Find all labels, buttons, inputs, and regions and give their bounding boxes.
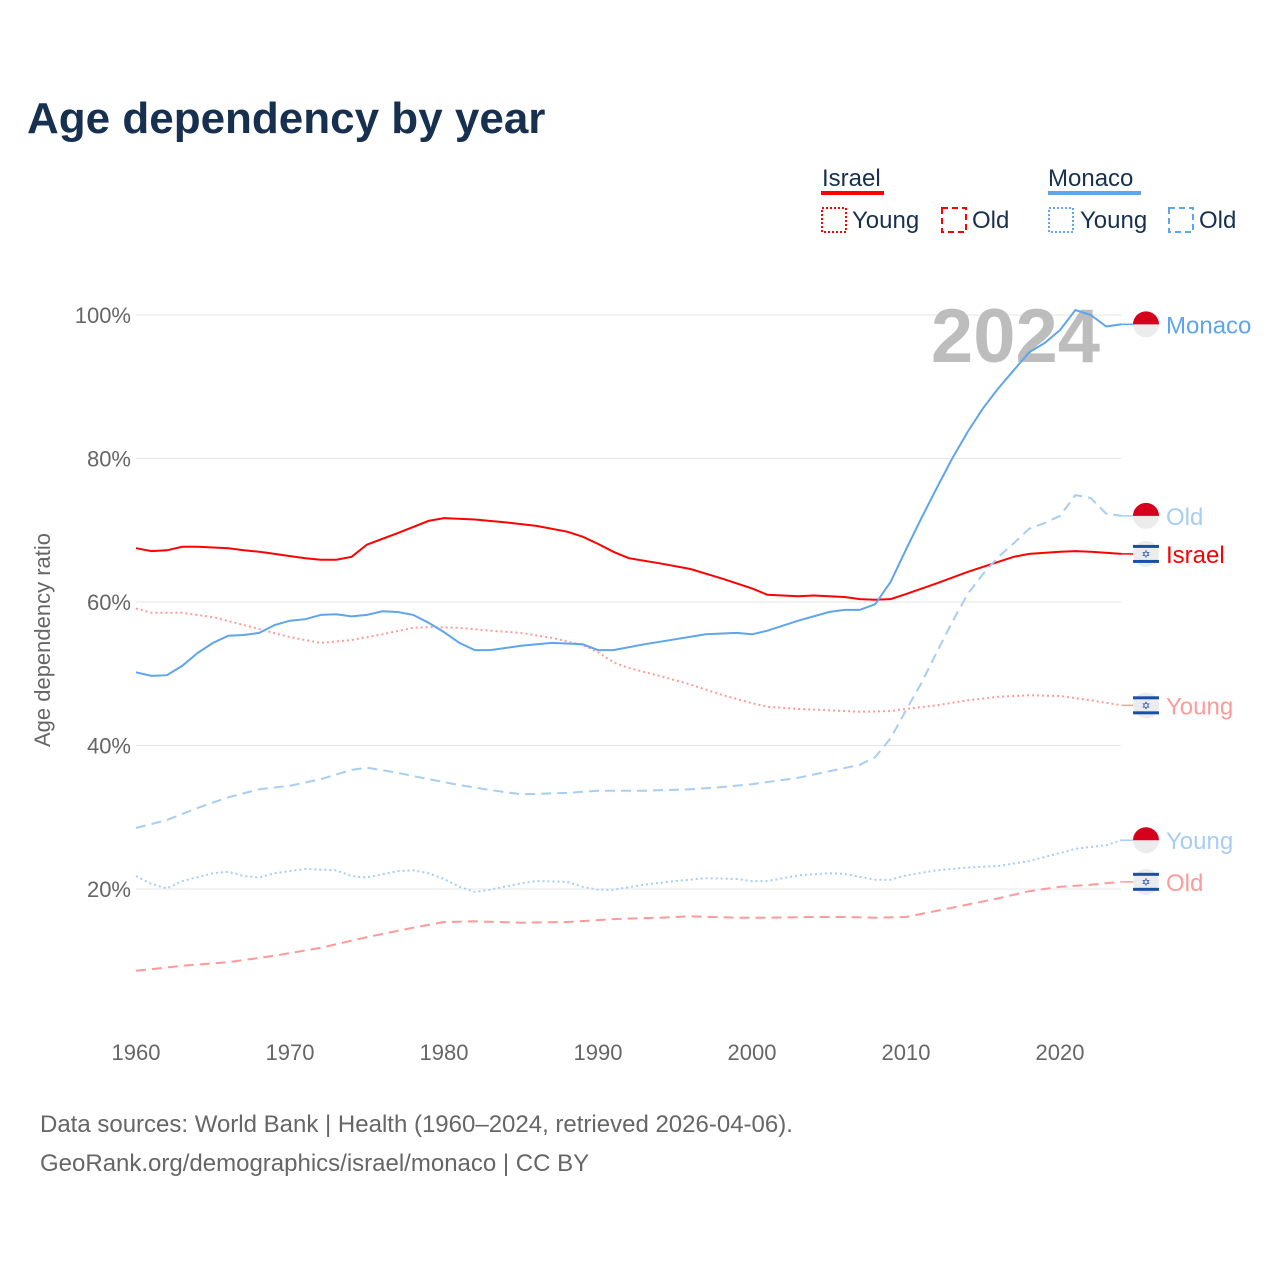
end-label: Old <box>1166 504 1203 531</box>
series-line-monaco <box>135 308 1122 677</box>
legend-israel-old-label: Old <box>972 207 1009 234</box>
flag-red-half <box>1133 502 1159 516</box>
end-label: Monaco <box>1166 312 1251 339</box>
x-tick-label: 1960 <box>112 1040 161 1065</box>
star-of-david-icon: ✡ <box>1141 877 1150 889</box>
flag-stripe <box>1133 872 1159 876</box>
legend-monaco-old-swatch <box>1168 207 1194 233</box>
star-of-david-icon: ✡ <box>1141 700 1150 712</box>
end-label: Old <box>1166 870 1203 897</box>
legend-israel-young-swatch <box>821 207 847 233</box>
x-axis-ticks: 1960 1970 1980 1990 2000 2010 2020 <box>112 1040 1085 1065</box>
x-tick-label: 1980 <box>420 1040 469 1065</box>
end-label: Israel <box>1166 542 1225 569</box>
footer-sources: Data sources: World Bank | Health (1960–… <box>40 1111 793 1138</box>
series-lines <box>135 308 1122 972</box>
year-badge: 2024 <box>931 294 1100 379</box>
x-tick-label: 2020 <box>1036 1040 1085 1065</box>
legend-monaco-swatch <box>1048 191 1141 195</box>
legend-israel-old-swatch <box>941 207 967 233</box>
monaco-flag-icon <box>1133 827 1159 854</box>
y-tick-label: 100% <box>75 303 131 328</box>
legend-israel-label: Israel <box>822 165 881 192</box>
x-tick-label: 1970 <box>266 1040 315 1065</box>
end-label: Young <box>1166 828 1233 855</box>
flag-red-half <box>1133 827 1159 841</box>
y-axis-label: Age dependency ratio <box>30 533 55 747</box>
israel-flag-icon: ✡ <box>1133 540 1159 567</box>
series-line-israel <box>135 517 1122 601</box>
flag-stripe <box>1133 544 1159 548</box>
series-line-israel-old <box>135 880 1122 972</box>
israel-flag-icon: ✡ <box>1133 692 1159 719</box>
y-tick-label: 60% <box>87 590 131 615</box>
gridlines <box>136 314 1121 890</box>
legend-monaco-young-swatch <box>1048 207 1074 233</box>
flag-red-half <box>1133 311 1159 325</box>
series-line-monaco-old <box>135 494 1122 829</box>
series-line-israel-young <box>135 607 1122 713</box>
x-tick-label: 2000 <box>728 1040 777 1065</box>
legend-israel-swatch <box>821 191 884 195</box>
chart-title: Age dependency by year <box>27 94 545 143</box>
y-axis-ticks: 20% 40% 60% 80% 100% <box>75 303 131 902</box>
monaco-flag-icon <box>1133 311 1159 338</box>
monaco-flag-icon <box>1133 502 1159 529</box>
y-tick-label: 20% <box>87 877 131 902</box>
star-of-david-icon: ✡ <box>1141 549 1150 561</box>
flag-stripe <box>1133 711 1159 715</box>
flag-stripe <box>1133 696 1159 700</box>
footer-link[interactable]: GeoRank.org/demographics/israel/monaco |… <box>40 1150 589 1177</box>
x-tick-label: 2010 <box>882 1040 931 1065</box>
end-label: Young <box>1166 693 1233 720</box>
israel-flag-icon: ✡ <box>1133 868 1159 895</box>
x-tick-label: 1990 <box>574 1040 623 1065</box>
legend-monaco-old-label: Old <box>1199 207 1236 234</box>
legend-israel-young-label: Young <box>852 207 919 234</box>
y-tick-label: 80% <box>87 447 131 472</box>
end-labels: ✡ Israel ✡ Young ✡ Old Monaco Old Young <box>1121 311 1251 897</box>
legend: Israel Young Old Monaco Young Old <box>821 165 1236 234</box>
flag-stripe <box>1133 559 1159 563</box>
y-tick-label: 40% <box>87 734 131 759</box>
flag-stripe <box>1133 887 1159 891</box>
series-line-monaco-young <box>135 839 1122 893</box>
legend-monaco-young-label: Young <box>1080 207 1147 234</box>
legend-monaco-label: Monaco <box>1048 165 1133 192</box>
